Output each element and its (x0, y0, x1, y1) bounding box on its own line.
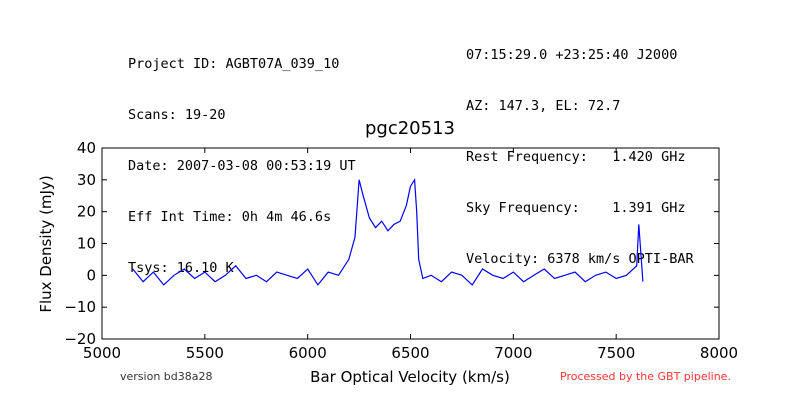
y-tick-label: −10 (64, 298, 96, 316)
x-tick-label: 5000 (83, 344, 121, 362)
x-axis-label: Bar Optical Velocity (km/s) (310, 368, 510, 386)
observation-info-right: 07:15:29.0 +23:25:40 J2000 AZ: 147.3, EL… (466, 13, 694, 285)
y-tick-label: 20 (77, 203, 96, 221)
project-id-line: Project ID: AGBT07A_039_10 (128, 56, 340, 72)
x-tick-label: 7500 (597, 344, 635, 362)
date-line: Date: 2007-03-08 00:53:19 UT (128, 158, 356, 174)
axis-ticks: 5000 5500 6000 6500 7000 7500 8000 −20 −10 0 10 20 3… (64, 139, 738, 362)
scans-line: Scans: 19-20 (128, 107, 226, 123)
rest-frequency-line: Rest Frequency: 1.420 GHz (466, 149, 686, 165)
y-tick-label: 0 (86, 266, 96, 284)
tsys-line: Tsys: 16.10 K (128, 260, 234, 276)
series-group (132, 177, 644, 286)
x-tick-label: 6500 (391, 344, 429, 362)
velocity-line: Velocity: 6378 km/s OPTI-BAR (466, 251, 694, 267)
version-label: version bd38a28 (120, 370, 213, 383)
y-tick-label: −20 (64, 330, 96, 348)
x-tick-label: 7000 (494, 344, 532, 362)
y-tick-label: 40 (77, 139, 96, 157)
chart-title: pgc20513 (365, 118, 455, 139)
spectrum-line (132, 177, 644, 286)
sky-frequency-line: Sky Frequency: 1.391 GHz (466, 200, 686, 216)
eff-int-time-line: Eff Int Time: 0h 4m 46.6s (128, 209, 332, 225)
y-tick-label: 10 (77, 235, 96, 253)
coordinates-line: 07:15:29.0 +23:25:40 J2000 (466, 47, 678, 63)
plot-frame (101, 147, 720, 340)
y-tick-label: 30 (77, 171, 96, 189)
pipeline-credit: Processed by the GBT pipeline. (560, 370, 731, 383)
x-tick-label: 5500 (186, 344, 224, 362)
y-axis-label: Flux Density (mJy) (37, 175, 55, 312)
x-tick-label: 8000 (700, 344, 738, 362)
x-tick-label: 6000 (289, 344, 327, 362)
observation-info-left: Project ID: AGBT07A_039_10 Scans: 19-20 … (128, 22, 356, 294)
az-el-line: AZ: 147.3, EL: 72.7 (466, 98, 621, 114)
